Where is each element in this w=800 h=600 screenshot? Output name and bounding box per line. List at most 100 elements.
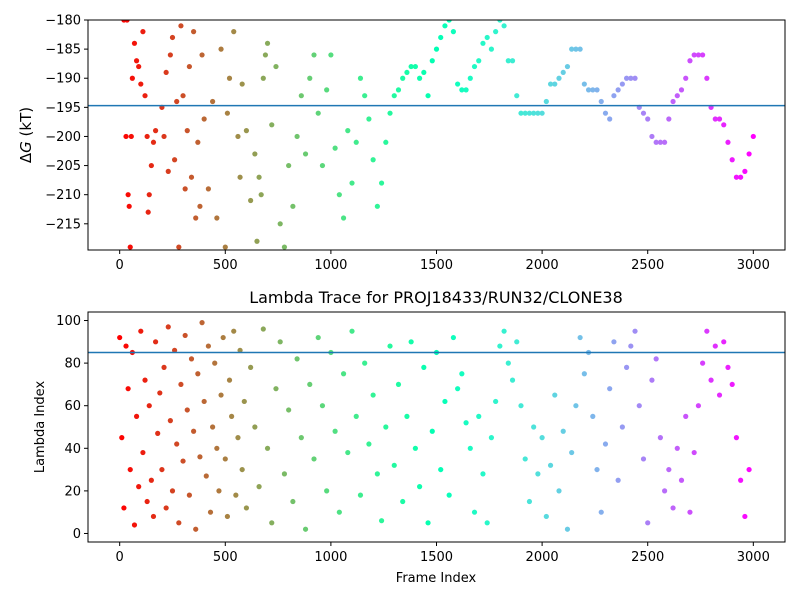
- top-data-point: [148, 162, 154, 169]
- bottom-data-point: [252, 424, 258, 430]
- top-data-point: [695, 52, 702, 58]
- top-data-point: [598, 98, 604, 105]
- top-data-point: [243, 128, 250, 134]
- top-data-point: [522, 110, 528, 116]
- bottom-data-point: [552, 392, 558, 398]
- bottom-data-point: [670, 505, 676, 511]
- top-data-point: [632, 75, 638, 81]
- top-data-point: [378, 180, 385, 186]
- bottom-data-point: [184, 407, 190, 413]
- top-data-point: [210, 98, 216, 105]
- bottom-data-point: [146, 403, 152, 409]
- bottom-data-point: [378, 518, 385, 524]
- bottom-data-point: [315, 334, 321, 341]
- top-data-point: [252, 151, 258, 157]
- top-data-point: [336, 192, 342, 198]
- bottom-data-point: [459, 371, 465, 377]
- bottom-data-point: [721, 339, 727, 345]
- bottom-data-point: [144, 498, 150, 505]
- bottom-data-point: [404, 413, 410, 419]
- top-data-point: [729, 157, 735, 163]
- top-data-point: [750, 133, 756, 140]
- bottom-data-point: [653, 356, 659, 362]
- top-data-point: [645, 116, 651, 122]
- top-data-point: [167, 52, 173, 58]
- top-data-point: [128, 133, 134, 140]
- bottom-data-point: [174, 441, 180, 447]
- bottom-data-point: [260, 326, 266, 332]
- top-data-point: [666, 116, 672, 122]
- bottom-data-point: [480, 471, 486, 477]
- top-x-tick-label: 3000: [737, 258, 770, 273]
- top-data-point: [433, 46, 440, 52]
- bottom-data-point: [733, 435, 740, 441]
- top-data-point: [687, 58, 693, 64]
- top-data-point: [412, 63, 418, 70]
- top-data-point: [467, 75, 473, 81]
- bottom-panel: 0 500 1000 1500 2000 2500 3000 0 20 40 60 80 100 La…: [33, 288, 786, 586]
- top-data-point: [421, 69, 427, 76]
- top-data-point: [518, 110, 524, 116]
- top-data-point: [619, 81, 625, 87]
- bottom-data-point: [167, 418, 173, 424]
- bottom-data-point: [387, 343, 393, 349]
- bottom-data-point: [438, 466, 444, 473]
- bottom-data-point: [180, 458, 186, 464]
- bottom-data-point: [488, 435, 495, 441]
- bottom-data-point: [678, 477, 685, 483]
- bottom-data-point: [218, 392, 224, 398]
- top-data-point: [657, 139, 663, 145]
- bottom-data-point: [241, 398, 247, 405]
- top-data-point: [429, 58, 435, 64]
- top-data-point: [531, 110, 537, 116]
- bottom-data-point: [442, 398, 448, 405]
- bottom-data-point: [123, 343, 129, 349]
- top-y-tick-label: −195: [45, 101, 81, 116]
- top-data-point: [174, 98, 180, 105]
- top-data-point: [345, 128, 351, 134]
- bottom-data-point: [695, 403, 702, 409]
- bottom-data-point: [186, 492, 192, 498]
- top-data-point: [484, 34, 490, 41]
- top-data-point: [746, 151, 752, 157]
- top-data-point: [281, 244, 288, 250]
- bottom-data-point: [400, 498, 406, 505]
- bottom-data-point: [239, 466, 245, 473]
- bottom-data-point: [142, 377, 148, 383]
- top-data-point: [273, 63, 279, 70]
- bottom-data-point: [662, 488, 668, 494]
- bottom-data-point: [121, 505, 127, 511]
- top-data-point: [302, 151, 309, 157]
- bottom-data-point: [615, 477, 621, 483]
- bottom-data-point: [233, 492, 239, 498]
- bottom-data-point: [176, 520, 182, 526]
- top-data-point: [290, 203, 296, 209]
- top-data-point: [573, 46, 579, 52]
- bottom-data-point: [193, 526, 199, 532]
- bottom-data-point: [408, 339, 414, 345]
- top-data-point: [738, 174, 744, 180]
- top-data-point: [438, 34, 444, 41]
- bottom-data-point: [666, 466, 672, 473]
- top-data-point: [733, 174, 740, 180]
- bottom-data-point: [273, 386, 279, 392]
- top-data-point: [640, 110, 647, 116]
- bottom-data-point: [547, 462, 554, 468]
- top-data-point: [497, 20, 503, 23]
- top-data-point: [463, 87, 469, 93]
- bottom-data-point: [370, 392, 376, 398]
- top-data-point: [123, 133, 129, 140]
- top-data-point: [543, 98, 549, 105]
- bottom-data-point: [577, 334, 583, 341]
- top-data-point: [142, 93, 148, 99]
- bottom-data-point: [119, 435, 125, 441]
- top-data-point: [286, 162, 292, 169]
- bottom-data-point: [476, 413, 482, 419]
- bottom-data-point: [277, 339, 283, 345]
- bottom-data-point: [197, 454, 203, 460]
- bottom-data-point: [216, 488, 222, 494]
- bottom-data-point: [229, 413, 235, 419]
- top-data-point: [311, 52, 317, 58]
- bottom-data-point: [163, 505, 169, 511]
